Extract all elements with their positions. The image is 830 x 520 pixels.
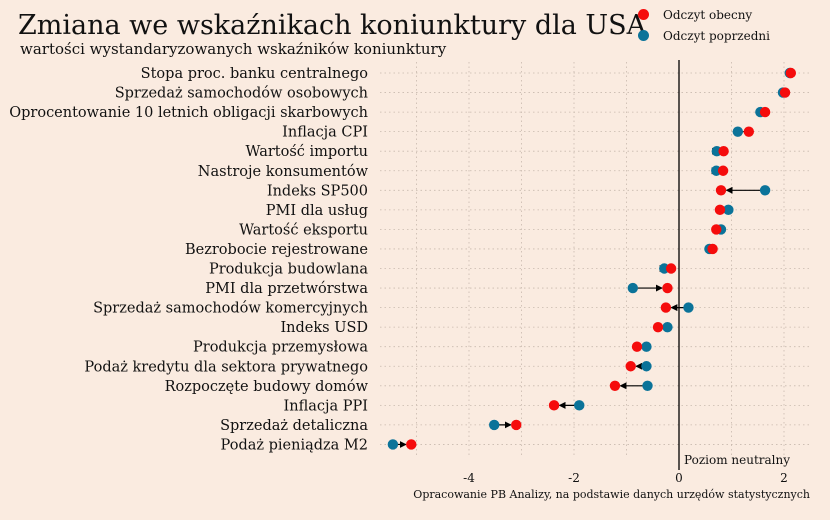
x-tick-label: -4 — [463, 471, 475, 485]
previous-reading-point — [732, 126, 743, 137]
category-label: PMI dla usług — [266, 203, 368, 219]
current-reading-point — [717, 165, 729, 176]
previous-reading-point — [489, 419, 500, 431]
category-label: Indeks USD — [280, 320, 368, 336]
current-reading-point — [715, 185, 727, 196]
current-reading-point — [662, 282, 673, 294]
x-tick-label: 2 — [780, 471, 788, 485]
current-reading-point — [652, 321, 664, 333]
x-tick-label: 0 — [675, 471, 683, 485]
current-reading-point — [759, 106, 771, 118]
previous-reading-point — [641, 341, 652, 352]
legend-current-marker — [638, 9, 649, 20]
category-label: Podaż pieniądza M2 — [221, 437, 368, 453]
category-label: Wartość eksportu — [239, 222, 368, 238]
category-label: Sprzedaż samochodów osobowych — [115, 86, 368, 102]
category-label: Produkcja budowlana — [209, 262, 368, 278]
neutral-level-annotation: Poziom neutralny — [684, 453, 790, 467]
current-reading-point — [406, 439, 417, 450]
current-reading-point — [718, 146, 729, 157]
current-reading-point — [511, 419, 522, 431]
chart-title: Zmiana we wskaźnikach koniunktury dla US… — [18, 10, 647, 41]
legend-item-current: Odczyt obecny — [638, 4, 770, 25]
category-label: Oprocentowanie 10 letnich obligacji skar… — [9, 105, 368, 121]
category-label-layer: Stopa proc. banku centralnego Sprzedaż sa… — [9, 66, 368, 453]
category-label: Rozpoczęte budowy domów — [165, 379, 369, 395]
current-reading-point — [631, 341, 643, 352]
legend-item-previous: Odczyt poprzedni — [638, 25, 770, 46]
chart-legend: Odczyt obecny Odczyt poprzedni — [638, 4, 770, 46]
legend-previous-label: Odczyt poprzedni — [663, 28, 770, 43]
current-reading-point — [625, 361, 636, 372]
category-label: Produkcja przemysłowa — [193, 340, 368, 356]
grid-layer — [380, 62, 812, 458]
current-reading-point — [779, 87, 791, 98]
category-label: Nastroje konsumentów — [198, 164, 369, 180]
category-label: Wartość importu — [246, 144, 368, 160]
current-reading-point — [785, 67, 797, 79]
arrow-layer — [392, 69, 792, 448]
category-label: Sprzedaż detaliczna — [220, 418, 368, 434]
previous-reading-point — [662, 321, 673, 333]
current-reading-point — [743, 126, 755, 137]
source-note: Opracowanie PB Analizy, na podstawie dan… — [413, 488, 810, 501]
legend-previous-marker — [638, 30, 649, 41]
category-label: Bezrobocie rejestrowane — [185, 242, 368, 258]
current-reading-point — [548, 400, 560, 411]
legend-current-label: Odczyt obecny — [663, 7, 753, 22]
chart-subtitle: wartości wystandaryzowanych wskaźników k… — [20, 40, 447, 58]
previous-reading-point — [723, 204, 734, 216]
category-label: Stopa proc. banku centralnego — [141, 66, 368, 82]
category-label: Inflacja CPI — [282, 125, 368, 141]
current-reading-point — [609, 380, 621, 391]
previous-reading-point — [683, 302, 694, 313]
category-label: Podaż kredytu dla sektora prywatnego — [84, 359, 368, 375]
current-reading-point — [665, 263, 677, 274]
previous-reading-point — [574, 400, 585, 411]
previous-reading-point — [642, 380, 653, 391]
previous-reading-point — [641, 361, 652, 372]
previous-reading-point — [387, 439, 399, 450]
category-label: Sprzedaż samochodów komercyjnych — [93, 301, 368, 317]
previous-reading-point — [759, 185, 771, 196]
x-axis: -4 -2 0 2 — [463, 471, 788, 485]
point-layer — [387, 67, 797, 450]
previous-reading-point — [627, 282, 638, 294]
current-reading-point — [660, 302, 672, 313]
current-reading-point — [707, 243, 718, 255]
current-reading-point — [711, 224, 722, 235]
category-label: PMI dla przetwórstwa — [205, 281, 368, 297]
current-reading-point — [714, 204, 726, 216]
category-label: Indeks SP500 — [267, 183, 368, 199]
x-tick-label: -2 — [568, 471, 580, 485]
category-label: Inflacja PPI — [284, 398, 369, 414]
